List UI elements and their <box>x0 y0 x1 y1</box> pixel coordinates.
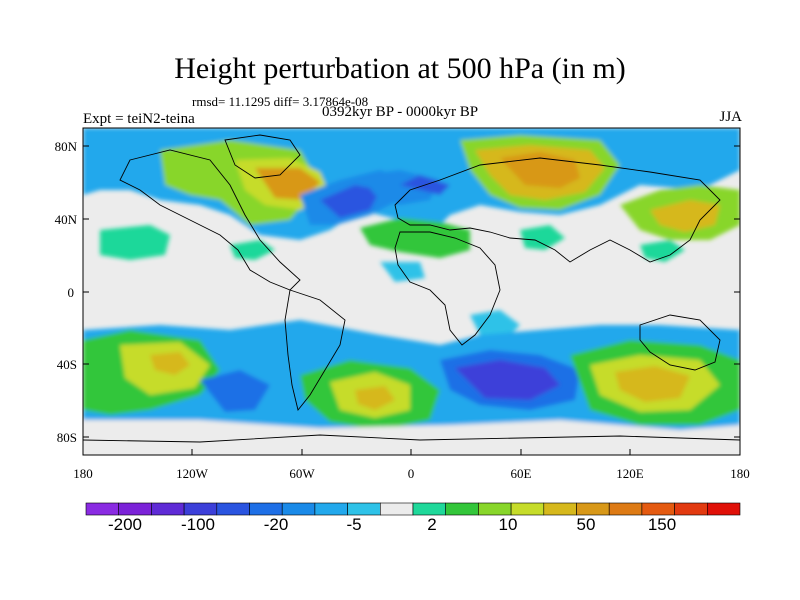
season-label: JJA <box>719 109 742 125</box>
lat-tick-label: 0 <box>68 285 75 300</box>
colorbar <box>85 502 741 516</box>
lat-axis <box>83 145 740 438</box>
colorbar-swatch <box>314 502 348 516</box>
colorbar-swatch <box>379 502 414 516</box>
colorbar-label: 10 <box>499 515 518 534</box>
lon-tick-label: 120E <box>616 466 644 481</box>
colorbar-swatch <box>576 502 610 516</box>
map-title: Height perturbation at 500 hPa (in m) <box>174 52 626 85</box>
colorbar-swatch <box>706 502 741 516</box>
coastlines <box>83 134 740 443</box>
colorbar-swatch <box>85 502 120 516</box>
colorbar-swatch <box>412 502 447 516</box>
contour-field <box>83 128 740 455</box>
colorbar-label: -5 <box>346 515 361 534</box>
lon-tick-label: 120W <box>176 466 209 481</box>
statistics-text: rmsd= 11.1295 diff= 3.17864e-08 <box>192 94 369 109</box>
colorbar-swatch <box>478 502 512 516</box>
lon-tick-label: 180 <box>73 466 93 481</box>
colorbar-label: 150 <box>648 515 676 534</box>
colorbar-label: 2 <box>427 515 436 534</box>
lon-tick-label: 60E <box>511 466 532 481</box>
lat-tick-label: 40S <box>57 357 77 372</box>
colorbar-swatch <box>249 502 283 516</box>
experiment-label: Expt = teiN2-teina <box>83 111 195 127</box>
colorbar-swatch <box>641 502 675 516</box>
lon-tick-label: 0 <box>408 466 415 481</box>
colorbar-swatch <box>216 502 250 516</box>
lon-tick-label: 180 <box>730 466 750 481</box>
lat-tick-label: 80N <box>55 139 78 154</box>
lat-tick-label: 80S <box>57 430 77 445</box>
colorbar-label: -100 <box>181 515 215 534</box>
lon-tick-label: 60W <box>289 466 315 481</box>
colorbar-swatch <box>608 502 643 516</box>
colorbar-label: -20 <box>264 515 289 534</box>
lon-axis <box>82 449 741 455</box>
colorbar-swatch <box>151 502 185 516</box>
colorbar-swatch <box>543 502 577 516</box>
colorbar-swatch <box>347 502 381 516</box>
colorbar-swatch <box>674 502 708 516</box>
colorbar-swatch <box>183 502 218 516</box>
colorbar-label: -200 <box>108 515 142 534</box>
colorbar-label: 50 <box>577 515 596 534</box>
colorbar-swatch <box>445 502 479 516</box>
colorbar-swatch <box>510 502 545 516</box>
colorbar-swatch <box>118 502 152 516</box>
colorbar-swatch <box>281 502 316 516</box>
lat-tick-label: 40N <box>55 212 78 227</box>
period-label: 0392kyr BP - 0000kyr BP <box>321 104 479 120</box>
